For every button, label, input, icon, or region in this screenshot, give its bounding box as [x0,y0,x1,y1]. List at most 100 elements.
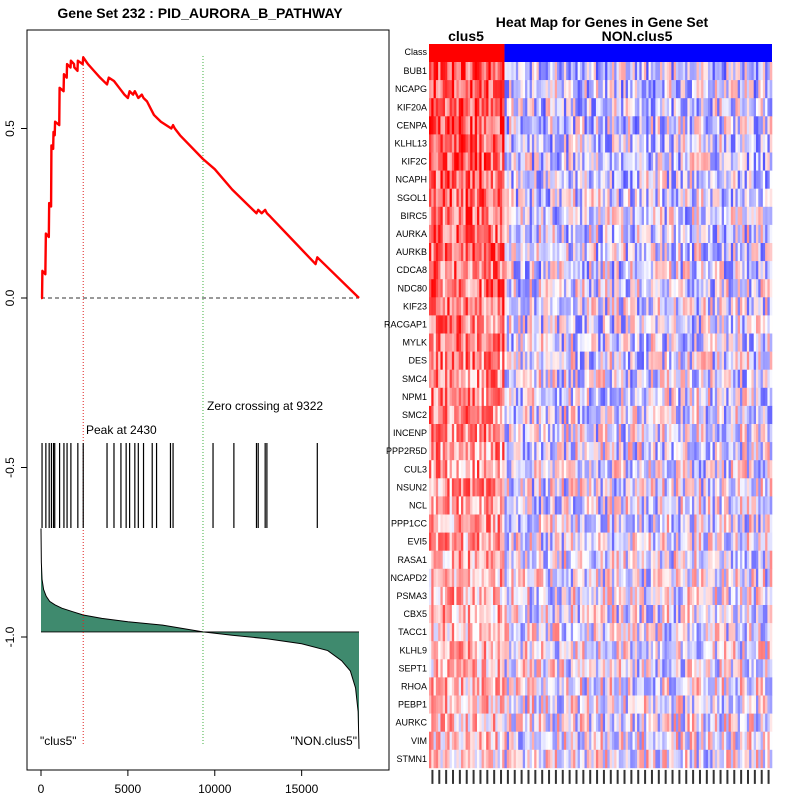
heatmap-cell [703,568,706,588]
heatmap-cell [497,550,501,570]
heatmap-cell [675,224,679,244]
heatmap-cell [669,116,672,135]
heatmap-cell [559,641,562,660]
heatmap-cell [705,188,709,208]
heatmap-cell [499,152,503,171]
heatmap-cell [675,605,679,624]
heatmap-cell [719,279,722,298]
heatmap-cell [634,532,638,551]
heatmap-cell [520,442,524,461]
heatmap-cell [504,62,508,81]
heatmap-cell [467,478,471,497]
heatmap-cell [744,134,748,153]
heatmap-cell [696,152,700,171]
heatmap-cell [737,333,741,352]
heatmap-cell [463,98,466,117]
heatmap-cell [758,170,761,189]
heatmap-cell [465,224,469,244]
heatmap-cell [490,478,494,497]
heatmap-cell [525,442,528,461]
heatmap-cell [714,496,718,515]
heatmap-cell [595,333,599,352]
heatmap-cell [664,496,668,515]
heatmap-cell [728,514,732,533]
heatmap-cell [573,550,576,570]
heatmap-cell [584,405,588,425]
heatmap-cell [534,224,537,244]
heatmap-cell [559,333,562,352]
heatmap-cell [641,369,645,389]
heatmap-cell [557,152,560,171]
heatmap-cell [433,152,437,171]
heatmap-cell [449,80,453,99]
heatmap-cell [543,586,546,606]
heatmap-cell [522,605,526,624]
heatmap-cell [568,496,572,515]
heatmap-cell [602,98,606,117]
heatmap-cell [575,496,578,515]
heatmap-cell [429,351,432,370]
heatmap-cell [447,550,450,570]
heatmap-cell [666,586,670,606]
heatmap-cell [655,586,658,606]
heatmap-cell [751,297,755,316]
heatmap-cell [545,550,549,570]
heatmap-cell [637,532,640,551]
heatmap-cell [557,550,560,570]
heatmap-cell [442,279,446,298]
heatmap-cell [641,496,645,515]
heatmap-cell [451,297,455,316]
heatmap-cell [593,568,597,588]
heatmap-cell [454,243,457,262]
heatmap-cell [513,605,517,624]
heatmap-cell [470,442,473,461]
heatmap-cell [769,424,773,443]
heatmap-cell [529,297,533,316]
heatmap-cell [641,261,645,280]
heatmap-cell [456,532,460,551]
heatmap-cell [614,424,617,443]
heatmap-cell [582,80,585,99]
heatmap-cell [467,279,471,298]
heatmap-cell [435,586,439,606]
heatmap-cell [458,605,462,624]
heatmap-cell [641,188,645,208]
heatmap-cell [758,116,761,135]
heatmap-cell [568,605,572,624]
heatmap-cell [591,623,594,642]
heatmap-cell [618,460,622,479]
heatmap-cell [499,369,503,389]
heatmap-cell [687,586,690,606]
heatmap-cell [447,261,450,280]
heatmap-cell [563,206,567,226]
heatmap-cell [547,62,551,81]
heatmap-cell [504,514,508,533]
heatmap-cell [499,442,503,461]
heatmap-cell [490,80,494,99]
heatmap-cell [481,170,485,189]
heatmap-cell [529,460,533,479]
heatmap-cell [584,460,588,479]
heatmap-cell [719,62,722,81]
heatmap-cell [637,514,640,533]
heatmap-cell [481,605,485,624]
heatmap-cell [477,315,480,334]
heatmap-cell [483,279,487,298]
heatmap-cell [687,550,690,570]
heatmap-cell [600,98,604,117]
heatmap-cell [586,550,590,570]
heatmap-cell [696,532,700,551]
heatmap-cell [591,243,594,262]
heatmap-cell [447,460,450,479]
heatmap-cell [552,387,556,407]
heatmap-cell [525,568,528,588]
heatmap-cell [701,478,704,497]
heatmap-cell [710,261,713,280]
heatmap-cell [593,605,597,624]
heatmap-cell [698,116,702,135]
heatmap-cell [714,460,718,479]
heatmap-cell [737,134,741,153]
heatmap-cell [621,442,624,461]
heatmap-cell [529,80,533,99]
heatmap-cell [650,62,654,81]
